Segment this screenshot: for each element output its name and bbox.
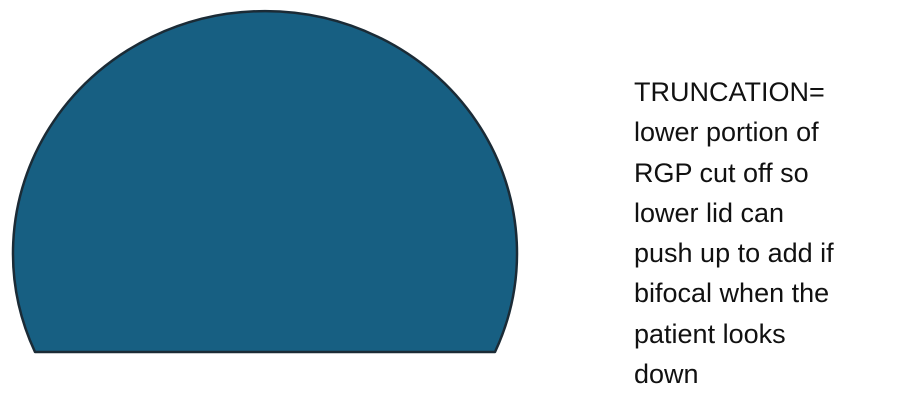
caption-line: bifocal when the <box>634 278 830 309</box>
caption-line: patient looks <box>634 318 786 349</box>
caption-line: down <box>634 359 699 390</box>
truncated-lens-diagram <box>11 9 519 354</box>
caption-line: TRUNCATION= <box>634 77 825 107</box>
caption-line: lower lid can <box>634 197 785 228</box>
caption-line: push up to add if <box>634 238 834 269</box>
caption-line: lower portion of <box>634 117 819 148</box>
caption-line: RGP cut off so <box>634 157 809 188</box>
truncation-caption: TRUNCATION= lower portion of RGP cut off… <box>634 72 902 394</box>
truncated-lens-shape <box>11 9 519 354</box>
